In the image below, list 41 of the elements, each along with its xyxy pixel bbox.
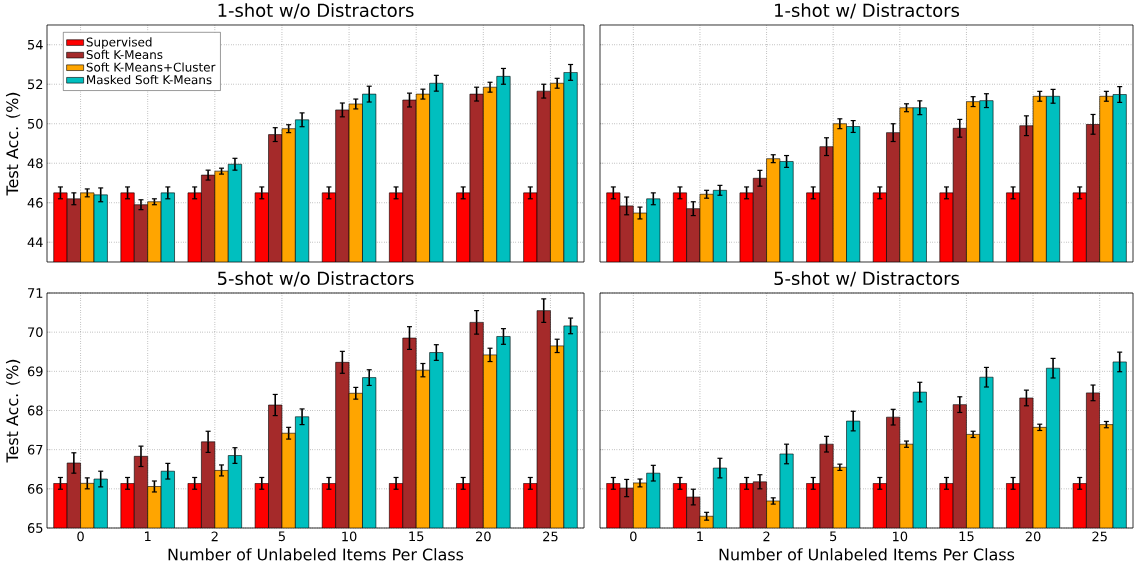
y-tick-label: 71 (28, 288, 43, 298)
x-tick-label: 5 (278, 531, 285, 542)
y-tick-label: 66 (27, 483, 43, 494)
y-tick-label: 65 (27, 523, 43, 533)
x-tick-label: 25 (543, 531, 558, 542)
x-tick-label: 15 (409, 531, 424, 542)
x-tick-label: 2 (211, 531, 218, 542)
legend-label: Supervised (86, 37, 152, 49)
x-tick-label: 1 (697, 531, 703, 541)
y-tick-label: 68 (27, 405, 43, 416)
legend-label: Soft K-Means+Cluster (86, 62, 216, 72)
x-tick-label: 5 (830, 531, 837, 542)
y-axis-title: Test Acc. (%) (5, 359, 21, 463)
y-tick-label: 69 (27, 366, 43, 377)
chart-title: 1-shot w/ Distractors (775, 3, 960, 19)
x-tick-label: 15 (959, 531, 974, 542)
x-tick-label: 0 (77, 531, 84, 542)
y-tick-label: 50 (28, 118, 43, 129)
y-tick-label: 67 (27, 444, 43, 455)
x-tick-label: 1 (144, 531, 151, 541)
y-tick-label: 46 (27, 197, 43, 208)
y-tick-label: 52 (28, 79, 43, 90)
x-tick-label: 20 (476, 531, 491, 542)
y-axis-title: Test Acc. (%) (5, 92, 21, 196)
legend-label: Soft K-Means (86, 49, 163, 60)
x-tick-label: 2 (763, 531, 770, 542)
chart-title: 5-shot w/o Distractors (218, 271, 414, 287)
legend-label: Masked Soft K-Means (87, 74, 212, 85)
x-tick-label: 10 (893, 531, 908, 542)
x-axis-title: Number of Unlabeled Items Per Class (168, 548, 464, 561)
y-tick-label: 54 (28, 39, 43, 50)
y-tick-label: 70 (28, 327, 43, 338)
x-axis-title: Number of Unlabeled Items Per Class (719, 548, 1015, 561)
x-tick-label: 25 (1092, 531, 1107, 542)
y-tick-label: 44 (27, 237, 43, 247)
chart-title: 5-shot w/ Distractors (774, 271, 960, 287)
chart-title: 1-shot w/o Distractors (218, 3, 414, 19)
x-tick-label: 20 (1025, 531, 1041, 542)
x-tick-label: 0 (630, 531, 637, 542)
y-tick-label: 48 (27, 158, 43, 169)
x-tick-label: 10 (342, 531, 357, 542)
